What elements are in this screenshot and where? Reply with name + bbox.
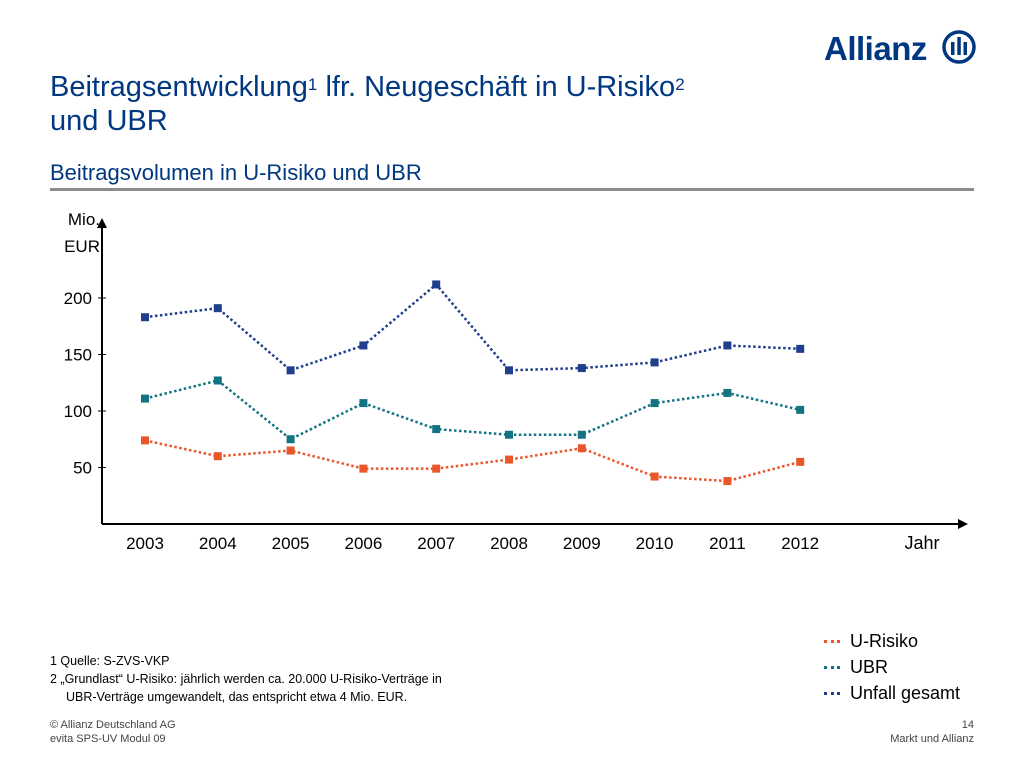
y-axis-label-currency: EUR: [64, 237, 100, 256]
legend-swatch-u-risiko: [824, 639, 840, 643]
footer-right: 14 Markt und Allianz: [890, 718, 974, 746]
title-line1-main: Beitragsentwicklung: [50, 71, 308, 103]
data-point-ubr: [213, 376, 222, 385]
x-axis-arrow: [958, 519, 968, 529]
subtitle-divider: [50, 188, 974, 191]
footnote-2-line2: UBR-Verträge umgewandelt, das entspricht…: [66, 690, 408, 704]
data-point-ubr: [650, 399, 659, 408]
data-point-unfall-gesamt: [796, 344, 805, 353]
data-point-u-risiko: [650, 472, 659, 481]
data-point-ubr: [432, 425, 441, 434]
x-tick-label: 2004: [199, 534, 237, 553]
chart-axes: 50 100 150 200 2003 2004 2005 2006 2007 2008 2009 2…: [64, 218, 968, 553]
allianz-logo: Allianz: [824, 28, 976, 70]
x-tick-label: 2009: [563, 534, 601, 553]
y-tick-label: 50: [73, 459, 92, 478]
data-point-ubr: [141, 394, 149, 403]
data-point-ubr: [286, 435, 295, 444]
data-point-ubr: [505, 430, 513, 439]
data-point-u-risiko: [432, 464, 441, 473]
x-tick-label: 2007: [417, 534, 455, 553]
data-point-u-risiko: [141, 436, 149, 445]
footer-section: Markt und Allianz: [890, 733, 974, 745]
chart-legend: U-Risiko UBR Unfall gesamt: [824, 628, 960, 706]
data-point-u-risiko: [505, 455, 513, 464]
legend-label-u-risiko: U-Risiko: [850, 630, 919, 651]
footer-copyright: © Allianz Deutschland AG: [50, 719, 176, 731]
x-tick-label: 2005: [272, 534, 310, 553]
data-point-unfall-gesamt: [577, 364, 586, 373]
y-tick-label: 200: [64, 289, 92, 308]
legend-item-ubr: UBR: [824, 654, 960, 680]
data-point-unfall-gesamt: [359, 341, 368, 350]
data-point-u-risiko: [286, 446, 295, 455]
data-point-u-risiko: [796, 457, 805, 466]
data-point-unfall-gesamt: [141, 313, 149, 322]
x-tick-label: 2006: [344, 534, 382, 553]
data-point-unfall-gesamt: [432, 280, 441, 289]
data-point-ubr: [723, 388, 732, 397]
data-point-u-risiko: [577, 444, 586, 453]
legend-item-unfall-gesamt: Unfall gesamt: [824, 680, 960, 706]
data-point-u-risiko: [723, 477, 732, 486]
title-line2: und UBR: [50, 105, 168, 137]
footnotes: 1 Quelle: S-ZVS-VKP 2 „Grundlast“ U-Risi…: [50, 652, 442, 706]
data-point-unfall-gesamt: [213, 304, 222, 313]
chart-marks: [141, 280, 805, 486]
data-point-unfall-gesamt: [723, 341, 732, 350]
title-line1-rest: lfr. Neugeschäft in U-Risiko: [317, 71, 676, 103]
series-line-unfall-gesamt: [144, 282, 801, 372]
legend-swatch-ubr: [824, 665, 840, 669]
data-point-ubr: [359, 399, 368, 408]
data-point-ubr: [796, 405, 805, 414]
data-point-u-risiko: [213, 452, 222, 461]
y-axis-label-unit: Mio.: [68, 210, 100, 229]
x-tick-label: 2012: [781, 534, 819, 553]
footer-module: evita SPS-UV Modul 09: [50, 733, 166, 745]
page-title: Beitragsentwicklung1 lfr. Neugeschäft in…: [50, 70, 685, 138]
data-point-u-risiko: [359, 464, 368, 473]
data-point-unfall-gesamt: [286, 366, 295, 375]
allianz-eagle-icon: [942, 30, 976, 64]
data-point-unfall-gesamt: [650, 358, 659, 367]
legend-label-ubr: UBR: [850, 656, 889, 677]
x-axis-label: Jahr: [904, 533, 939, 553]
x-tick-label: 2003: [126, 534, 164, 553]
legend-label-unfall-gesamt: Unfall gesamt: [850, 682, 961, 703]
series-line-u-risiko: [144, 439, 801, 483]
y-axis-arrow: [97, 218, 107, 228]
footnote-1: 1 Quelle: S-ZVS-VKP: [50, 654, 170, 668]
y-tick-label: 150: [64, 346, 92, 365]
logo-text: Allianz: [824, 30, 927, 67]
title-footnote-1: 1: [307, 75, 318, 94]
data-point-ubr: [577, 430, 586, 439]
x-tick-label: 2010: [636, 534, 674, 553]
data-point-unfall-gesamt: [505, 366, 513, 375]
footer-left: © Allianz Deutschland AG evita SPS-UV Mo…: [50, 718, 176, 746]
legend-swatch-unfall-gesamt: [824, 691, 840, 695]
y-tick-label: 100: [64, 402, 92, 421]
x-tick-label: 2011: [709, 534, 746, 553]
series-line-ubr: [144, 379, 801, 441]
x-tick-label: 2008: [490, 534, 528, 553]
page-number: 14: [961, 719, 974, 731]
title-footnote-2: 2: [675, 75, 685, 94]
footnote-2-line1: 2 „Grundlast“ U-Risiko: jährlich werden …: [50, 672, 442, 686]
chart-subtitle: Beitragsvolumen in U-Risiko und UBR: [50, 160, 422, 185]
legend-item-u-risiko: U-Risiko: [824, 628, 960, 654]
